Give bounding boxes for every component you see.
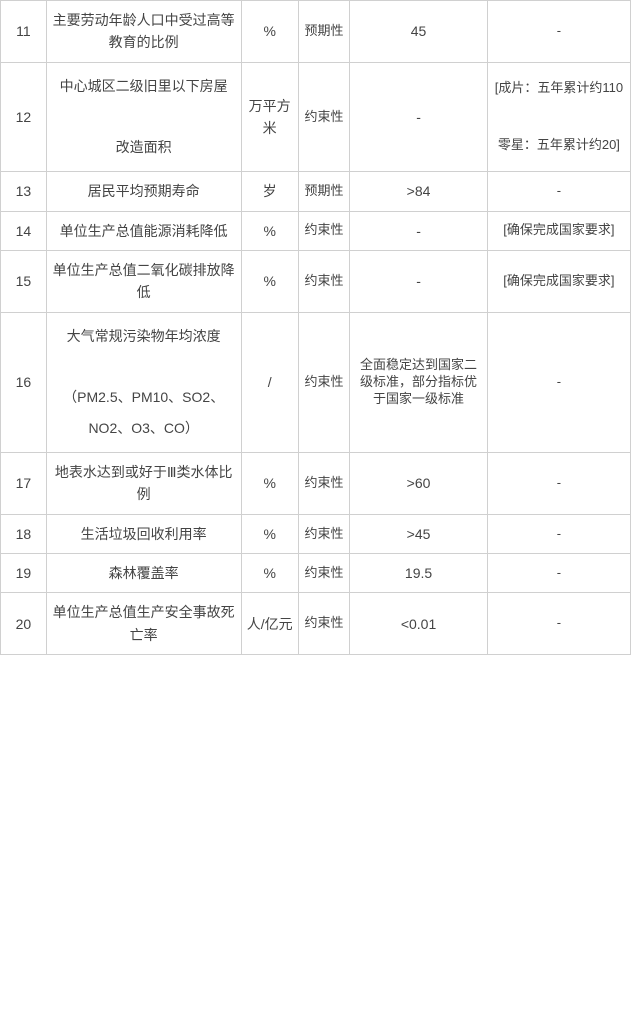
cell-type: 约束性 bbox=[298, 554, 350, 593]
cell-unit: % bbox=[241, 250, 298, 312]
cell-value: - bbox=[350, 250, 487, 312]
table-row: 18生活垃圾回收利用率%约束性>45- bbox=[1, 514, 631, 553]
cell-name: 森林覆盖率 bbox=[46, 554, 241, 593]
cell-name: 中心城区二级旧里以下房屋改造面积 bbox=[46, 62, 241, 171]
cell-note: [确保完成国家要求] bbox=[487, 211, 630, 250]
table-row: 17地表水达到或好于Ⅲ类水体比例%约束性>60- bbox=[1, 452, 631, 514]
cell-unit: % bbox=[241, 211, 298, 250]
indicators-table: 11主要劳动年龄人口中受过高等教育的比例%预期性45-12中心城区二级旧里以下房… bbox=[0, 0, 631, 655]
table-row: 11主要劳动年龄人口中受过高等教育的比例%预期性45- bbox=[1, 1, 631, 63]
cell-type: 约束性 bbox=[298, 514, 350, 553]
table-row: 20单位生产总值生产安全事故死亡率人/亿元约束性<0.01- bbox=[1, 593, 631, 655]
table-row: 14单位生产总值能源消耗降低%约束性-[确保完成国家要求] bbox=[1, 211, 631, 250]
cell-note: [成片：五年累计约110零星：五年累计约20] bbox=[487, 62, 630, 171]
cell-value: 45 bbox=[350, 1, 487, 63]
cell-type: 约束性 bbox=[298, 62, 350, 171]
cell-index: 12 bbox=[1, 62, 47, 171]
cell-index: 18 bbox=[1, 514, 47, 553]
cell-index: 11 bbox=[1, 1, 47, 63]
cell-unit: % bbox=[241, 554, 298, 593]
cell-note: - bbox=[487, 312, 630, 452]
cell-note: - bbox=[487, 452, 630, 514]
cell-type: 预期性 bbox=[298, 172, 350, 211]
cell-index: 16 bbox=[1, 312, 47, 452]
cell-index: 15 bbox=[1, 250, 47, 312]
cell-type: 约束性 bbox=[298, 312, 350, 452]
cell-type: 约束性 bbox=[298, 593, 350, 655]
cell-value: 19.5 bbox=[350, 554, 487, 593]
cell-index: 20 bbox=[1, 593, 47, 655]
cell-type: 约束性 bbox=[298, 452, 350, 514]
cell-type: 预期性 bbox=[298, 1, 350, 63]
cell-name: 地表水达到或好于Ⅲ类水体比例 bbox=[46, 452, 241, 514]
cell-unit: / bbox=[241, 312, 298, 452]
cell-unit: 岁 bbox=[241, 172, 298, 211]
cell-unit: % bbox=[241, 514, 298, 553]
cell-index: 17 bbox=[1, 452, 47, 514]
cell-unit: 万平方米 bbox=[241, 62, 298, 171]
cell-value: <0.01 bbox=[350, 593, 487, 655]
table-row: 16大气常规污染物年均浓度（PM2.5、PM10、SO2、NO2、O3、CO）/… bbox=[1, 312, 631, 452]
cell-name: 单位生产总值二氧化碳排放降低 bbox=[46, 250, 241, 312]
cell-name: 大气常规污染物年均浓度（PM2.5、PM10、SO2、NO2、O3、CO） bbox=[46, 312, 241, 452]
cell-index: 14 bbox=[1, 211, 47, 250]
cell-index: 19 bbox=[1, 554, 47, 593]
cell-index: 13 bbox=[1, 172, 47, 211]
cell-unit: 人/亿元 bbox=[241, 593, 298, 655]
cell-value: >60 bbox=[350, 452, 487, 514]
cell-unit: % bbox=[241, 1, 298, 63]
cell-value: 全面稳定达到国家二级标准，部分指标优于国家一级标准 bbox=[350, 312, 487, 452]
cell-note: - bbox=[487, 514, 630, 553]
cell-value: >84 bbox=[350, 172, 487, 211]
cell-type: 约束性 bbox=[298, 211, 350, 250]
cell-value: - bbox=[350, 62, 487, 171]
cell-name: 单位生产总值生产安全事故死亡率 bbox=[46, 593, 241, 655]
cell-note: - bbox=[487, 593, 630, 655]
table-body: 11主要劳动年龄人口中受过高等教育的比例%预期性45-12中心城区二级旧里以下房… bbox=[1, 1, 631, 655]
table-row: 15单位生产总值二氧化碳排放降低%约束性-[确保完成国家要求] bbox=[1, 250, 631, 312]
table-row: 19森林覆盖率%约束性19.5- bbox=[1, 554, 631, 593]
cell-name: 单位生产总值能源消耗降低 bbox=[46, 211, 241, 250]
cell-type: 约束性 bbox=[298, 250, 350, 312]
cell-note: [确保完成国家要求] bbox=[487, 250, 630, 312]
cell-note: - bbox=[487, 1, 630, 63]
cell-value: >45 bbox=[350, 514, 487, 553]
cell-note: - bbox=[487, 172, 630, 211]
cell-unit: % bbox=[241, 452, 298, 514]
table-row: 12中心城区二级旧里以下房屋改造面积万平方米约束性-[成片：五年累计约110零星… bbox=[1, 62, 631, 171]
cell-note: - bbox=[487, 554, 630, 593]
cell-name: 主要劳动年龄人口中受过高等教育的比例 bbox=[46, 1, 241, 63]
cell-value: - bbox=[350, 211, 487, 250]
cell-name: 居民平均预期寿命 bbox=[46, 172, 241, 211]
cell-name: 生活垃圾回收利用率 bbox=[46, 514, 241, 553]
table-row: 13居民平均预期寿命岁预期性>84- bbox=[1, 172, 631, 211]
